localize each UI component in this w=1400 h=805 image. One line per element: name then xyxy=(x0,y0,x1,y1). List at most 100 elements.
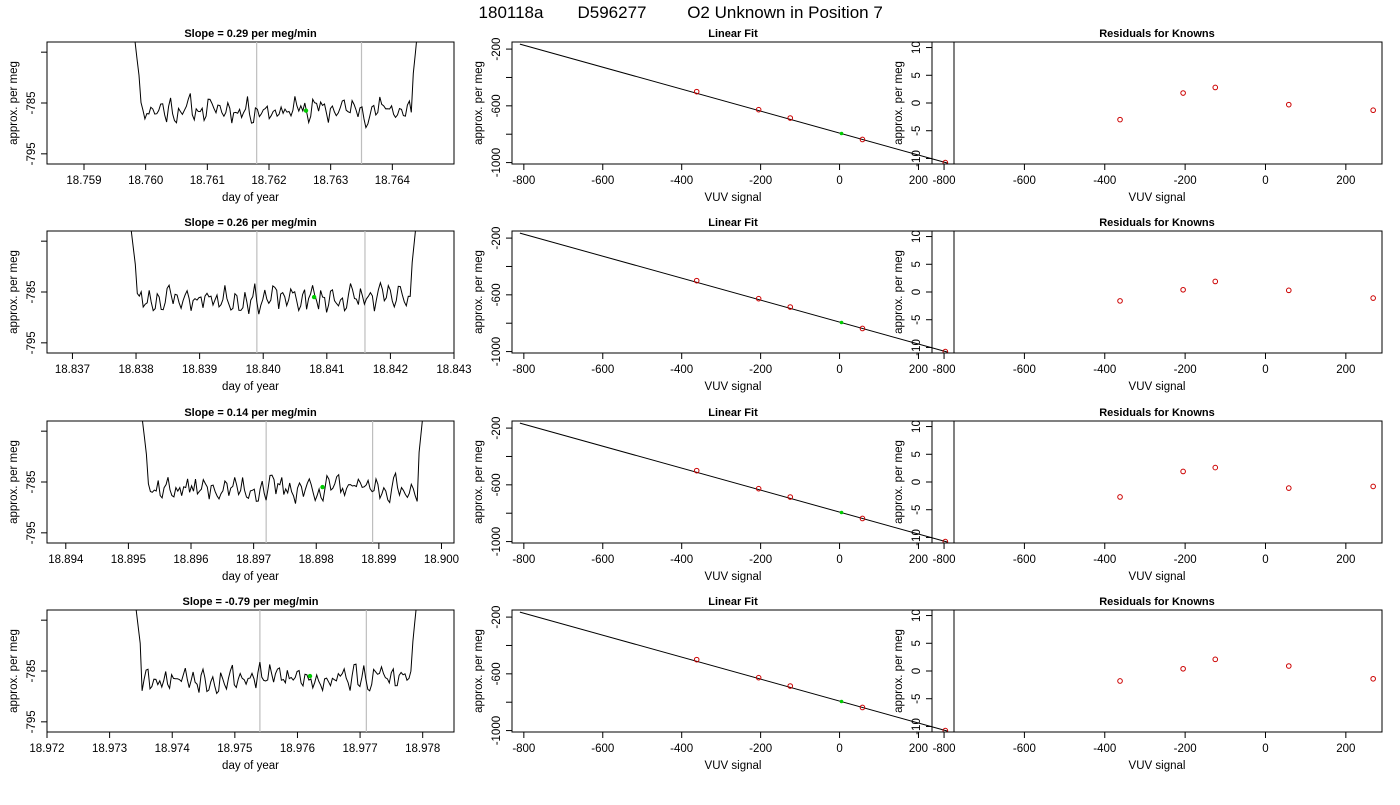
y-tick-label: -600 xyxy=(491,283,503,306)
y-axis-label: approx. per meg xyxy=(8,440,20,524)
data-point xyxy=(755,295,762,302)
panel-title: Slope = 0.26 per meg/min xyxy=(184,217,317,229)
y-tick-label: -200 xyxy=(491,417,503,440)
y-axis-label: approx. per meg xyxy=(8,629,20,713)
x-tick-label: -200 xyxy=(749,364,772,376)
x-axis-label: VUV signal xyxy=(1129,571,1186,583)
x-tick-label: 18.897 xyxy=(236,554,271,566)
x-tick-label: 18.839 xyxy=(182,364,217,376)
y-tick-label: 5 xyxy=(911,451,923,457)
plot-area xyxy=(130,231,416,353)
panel-title: Linear Fit xyxy=(708,407,758,419)
panel-grid: Slope = 0.29 per meg/min 18.759 18.760 18.7… xyxy=(8,28,1383,772)
x-tick-label: 18.972 xyxy=(29,743,64,755)
y-tick-label: -785 xyxy=(26,470,38,493)
highlight-marker xyxy=(311,294,317,300)
x-tick-label: -600 xyxy=(1013,554,1036,566)
header-run-id: 180118a xyxy=(479,3,544,22)
x-tick-label: -400 xyxy=(670,743,693,755)
plot-area xyxy=(1117,464,1376,500)
x-tick-label: -800 xyxy=(933,175,956,187)
data-point xyxy=(1370,295,1376,301)
panel-resid-row2: Residuals for Knowns -800 -600 -400 -200 0 200… xyxy=(893,217,1383,393)
panel-title: Slope = -0.79 per meg/min xyxy=(182,596,318,608)
x-tick-label: 18.976 xyxy=(280,743,315,755)
panel-title: Residuals for Knowns xyxy=(1099,28,1215,40)
x-tick-label: 18.978 xyxy=(405,743,440,755)
plot-frame xyxy=(931,230,1383,354)
x-tick-label: -800 xyxy=(512,743,535,755)
data-point xyxy=(942,159,949,164)
y-tick-label: 10 xyxy=(911,609,923,622)
data-point xyxy=(787,304,794,310)
y-axis-label: approx. per meg xyxy=(473,61,485,145)
data-point xyxy=(1212,656,1219,663)
data-point xyxy=(1180,468,1186,475)
series-line xyxy=(130,231,416,315)
fit-line xyxy=(519,422,949,543)
x-axis-label: day of year xyxy=(222,381,279,393)
data-point xyxy=(1180,286,1186,293)
data-point xyxy=(1212,278,1219,285)
x-axis-label: day of year xyxy=(222,760,279,772)
x-tick-label: -400 xyxy=(1093,175,1116,187)
y-axis-label: approx. per meg xyxy=(8,61,20,145)
x-axis-label: day of year xyxy=(222,192,279,204)
data-point xyxy=(1117,494,1123,500)
data-point xyxy=(859,325,866,332)
x-tick-label: -600 xyxy=(1013,364,1036,376)
data-point xyxy=(859,704,866,711)
y-tick-label: -785 xyxy=(26,91,38,114)
x-tick-label: 0 xyxy=(836,554,842,566)
x-tick-label: -600 xyxy=(591,175,614,187)
panel-title: Linear Fit xyxy=(708,28,758,40)
y-tick-label: 0 xyxy=(911,668,923,674)
x-tick-label: 18.977 xyxy=(342,743,377,755)
x-tick-label: 0 xyxy=(1262,175,1268,187)
data-point xyxy=(1285,101,1292,108)
y-tick-label: -10 xyxy=(911,339,923,356)
panel-title: Residuals for Knowns xyxy=(1099,596,1215,608)
y-tick-label: -10 xyxy=(911,150,923,167)
x-tick-label: -200 xyxy=(1174,364,1197,376)
x-tick-label: -400 xyxy=(670,364,693,376)
y-tick-label: -785 xyxy=(26,280,38,303)
x-tick-label: -200 xyxy=(1174,554,1197,566)
data-point xyxy=(755,485,762,492)
x-tick-label: -600 xyxy=(1013,743,1036,755)
x-tick-label: 18.840 xyxy=(246,364,281,376)
y-tick-label: 10 xyxy=(911,420,923,433)
x-tick-label: 200 xyxy=(909,175,928,187)
data-point xyxy=(1180,665,1186,672)
x-tick-label: -600 xyxy=(591,364,614,376)
x-tick-label: 200 xyxy=(909,743,928,755)
x-tick-label: 18.764 xyxy=(375,175,411,187)
y-tick-label: -795 xyxy=(26,710,38,733)
plot-area xyxy=(135,610,417,732)
y-axis-label: approx. per meg xyxy=(893,250,905,334)
x-tick-label: 18.975 xyxy=(217,743,252,755)
y-tick-label: 0 xyxy=(911,479,923,485)
y-tick-label: -5 xyxy=(911,126,923,136)
data-point xyxy=(1117,116,1123,123)
x-tick-label: 200 xyxy=(1336,554,1355,566)
x-tick-label: -600 xyxy=(1013,175,1036,187)
y-tick-label: 0 xyxy=(911,289,923,295)
data-point xyxy=(787,683,794,689)
y-tick-label: 5 xyxy=(911,261,923,267)
plot-area xyxy=(519,43,949,164)
panel-time-row3: Slope = 0.14 per meg/min 18.894 18.895 18.8… xyxy=(8,407,459,583)
panel-title: Residuals for Knowns xyxy=(1099,217,1215,229)
y-tick-label: -10 xyxy=(911,529,923,546)
x-tick-label: 0 xyxy=(1262,554,1268,566)
plot-area xyxy=(519,232,949,353)
panel-fit-row1: Linear Fit -800 -600 -400 -200 0 200 VUV signal… xyxy=(473,28,955,204)
y-tick-label: 5 xyxy=(911,72,923,78)
data-point xyxy=(942,727,949,732)
x-tick-label: -800 xyxy=(933,743,956,755)
x-tick-label: 18.899 xyxy=(361,554,396,566)
y-tick-label: -1000 xyxy=(491,148,503,177)
fit-line xyxy=(519,611,949,732)
x-tick-label: -800 xyxy=(933,554,956,566)
unknown-marker xyxy=(839,699,844,704)
